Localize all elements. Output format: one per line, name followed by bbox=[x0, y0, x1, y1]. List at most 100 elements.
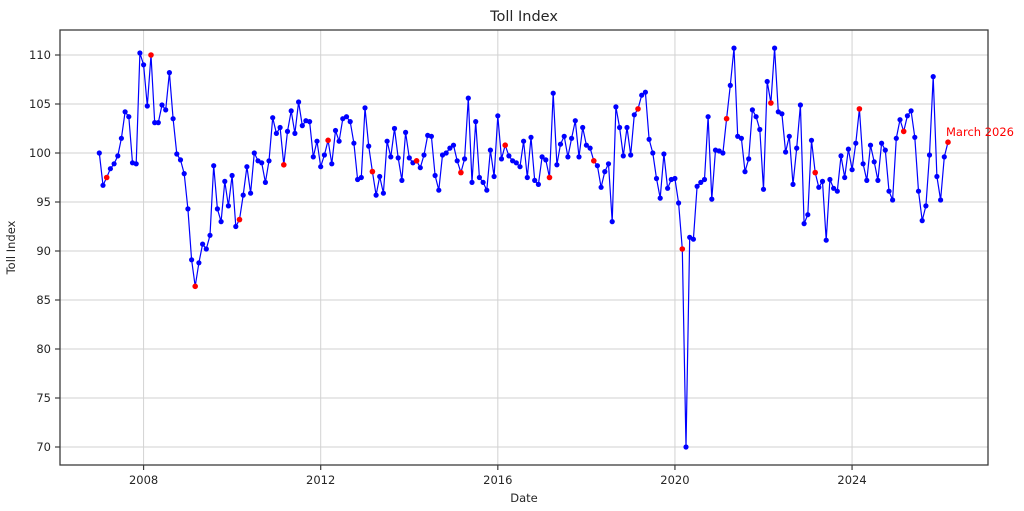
data-point bbox=[650, 150, 656, 156]
data-point bbox=[794, 145, 800, 151]
data-point bbox=[661, 151, 667, 157]
data-point bbox=[296, 99, 302, 105]
march-highlight-point bbox=[325, 137, 331, 144]
data-point bbox=[436, 187, 442, 193]
data-point bbox=[347, 119, 353, 125]
data-point bbox=[203, 246, 209, 252]
data-point bbox=[115, 153, 121, 159]
data-point bbox=[380, 190, 386, 196]
data-point bbox=[879, 140, 885, 146]
data-point bbox=[262, 179, 268, 185]
march-highlight-point bbox=[413, 158, 420, 164]
data-point bbox=[698, 179, 704, 185]
data-point bbox=[797, 102, 804, 108]
data-point bbox=[602, 169, 608, 175]
data-point bbox=[539, 154, 545, 160]
data-point bbox=[270, 115, 276, 121]
data-point bbox=[222, 178, 228, 184]
data-point bbox=[938, 197, 944, 203]
data-point bbox=[690, 236, 697, 242]
data-point bbox=[583, 142, 590, 148]
data-point bbox=[450, 142, 457, 148]
data-point bbox=[646, 136, 652, 142]
data-point bbox=[819, 178, 826, 184]
data-point bbox=[657, 195, 663, 201]
y-tick-label: 90 bbox=[36, 244, 51, 258]
data-point bbox=[189, 257, 195, 263]
march-highlight-point bbox=[679, 246, 686, 252]
data-point bbox=[240, 192, 246, 198]
data-point bbox=[827, 176, 833, 183]
data-point bbox=[860, 161, 866, 167]
x-tick-label: 2008 bbox=[129, 473, 158, 487]
data-point bbox=[321, 152, 327, 158]
data-point bbox=[749, 107, 756, 113]
march-highlight-point bbox=[812, 169, 818, 176]
data-point bbox=[727, 82, 733, 88]
data-point bbox=[587, 145, 593, 151]
data-point bbox=[941, 154, 947, 160]
data-point bbox=[159, 102, 165, 108]
data-point bbox=[307, 119, 313, 125]
data-point bbox=[170, 116, 176, 122]
plot-spines bbox=[59, 29, 989, 466]
data-point bbox=[871, 159, 877, 165]
data-point bbox=[653, 175, 660, 182]
data-point bbox=[473, 119, 479, 125]
y-tick-label: 100 bbox=[29, 146, 51, 160]
data-point bbox=[366, 143, 372, 149]
x-tick-label: 2024 bbox=[837, 473, 866, 487]
data-point bbox=[495, 113, 501, 119]
data-point bbox=[137, 50, 143, 56]
data-point bbox=[484, 187, 490, 193]
y-tick-label: 70 bbox=[36, 440, 51, 454]
data-point bbox=[532, 177, 538, 183]
data-point bbox=[166, 70, 172, 76]
data-point bbox=[617, 124, 623, 131]
data-point bbox=[524, 174, 530, 181]
data-point bbox=[288, 108, 294, 114]
data-point bbox=[639, 92, 645, 98]
y-tick-label: 75 bbox=[36, 391, 51, 405]
data-point bbox=[144, 103, 150, 109]
data-point bbox=[107, 166, 113, 172]
march-highlight-point bbox=[281, 162, 287, 168]
march-highlight-point bbox=[369, 168, 376, 175]
data-point bbox=[395, 155, 401, 161]
data-point bbox=[491, 173, 497, 180]
data-point bbox=[605, 161, 612, 167]
data-point bbox=[609, 219, 615, 225]
data-point bbox=[388, 154, 394, 160]
march-highlight-point bbox=[768, 100, 774, 106]
data-point bbox=[701, 176, 708, 183]
data-point bbox=[185, 206, 191, 212]
data-point bbox=[118, 135, 124, 141]
data-point bbox=[831, 185, 837, 191]
data-point bbox=[705, 114, 711, 120]
data-point bbox=[709, 196, 715, 202]
data-point bbox=[867, 142, 874, 148]
x-tick-label: 2016 bbox=[483, 473, 512, 487]
data-point bbox=[550, 90, 556, 96]
data-point bbox=[443, 150, 449, 156]
data-point bbox=[557, 141, 564, 147]
data-point bbox=[694, 183, 700, 189]
data-point bbox=[923, 203, 929, 209]
data-point bbox=[462, 156, 468, 162]
data-point bbox=[779, 111, 785, 117]
y-tick-label: 95 bbox=[36, 195, 51, 209]
data-point bbox=[764, 78, 770, 85]
data-point bbox=[163, 107, 169, 113]
data-point bbox=[377, 173, 383, 180]
data-point bbox=[786, 133, 792, 139]
data-point bbox=[111, 161, 117, 167]
march-highlight-point bbox=[635, 106, 641, 112]
data-point bbox=[266, 158, 272, 164]
data-point bbox=[277, 124, 283, 131]
march-highlight-point bbox=[900, 128, 907, 135]
data-point bbox=[912, 134, 918, 140]
data-point bbox=[919, 218, 925, 224]
data-point bbox=[181, 171, 187, 177]
